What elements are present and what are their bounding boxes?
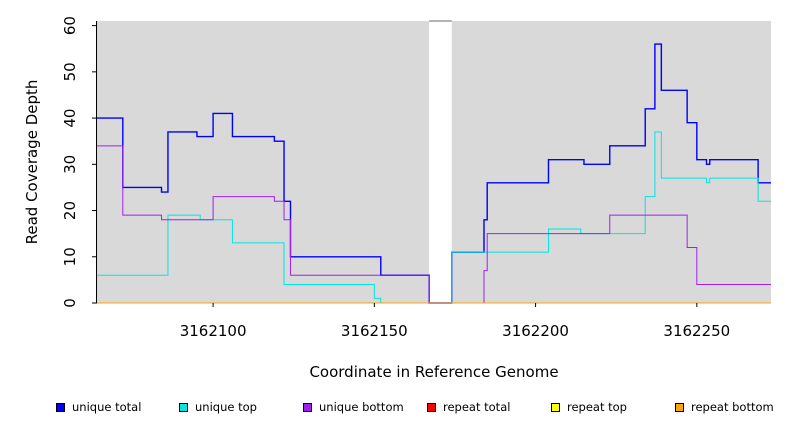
y-tick-label: 60 xyxy=(61,16,79,35)
legend-item-repeat-top: repeat top xyxy=(551,400,627,414)
x-tick-label: 3162200 xyxy=(502,322,569,340)
series-lines xyxy=(97,43,771,304)
legend-swatch xyxy=(675,402,684,412)
legend-swatch xyxy=(427,402,436,412)
legend-item-unique-total: unique total xyxy=(56,400,141,414)
legend: unique total unique top unique bottom repea… xyxy=(0,400,792,420)
series-line-unique-total xyxy=(97,43,771,304)
y-tick-label: 0 xyxy=(61,298,79,308)
series-line-unique-top xyxy=(97,131,771,304)
plot-background-right xyxy=(451,21,771,303)
legend-label: repeat bottom xyxy=(691,400,774,414)
x-tick-label: 3162100 xyxy=(180,322,247,340)
y-tick-label: 50 xyxy=(61,62,79,81)
x-tick-label: 3162250 xyxy=(663,322,730,340)
x-axis-title: Coordinate in Reference Genome xyxy=(309,363,558,381)
legend-swatch xyxy=(179,402,188,412)
plot-background-left xyxy=(97,21,430,303)
legend-label: unique total xyxy=(72,400,142,414)
y-tick-label: 20 xyxy=(61,201,79,220)
legend-item-repeat-total: repeat total xyxy=(427,400,510,414)
y-tick-label: 10 xyxy=(61,247,79,266)
legend-swatch xyxy=(56,402,65,412)
plot-background xyxy=(97,20,771,303)
y-tick-label: 30 xyxy=(61,155,79,174)
y-axis-title: Read Coverage Depth xyxy=(23,80,41,245)
legend-swatch xyxy=(303,402,312,412)
y-tick-label: 40 xyxy=(61,109,79,128)
legend-item-unique-bottom: unique bottom xyxy=(303,400,404,414)
x-tick-label: 3162150 xyxy=(341,322,408,340)
legend-item-unique-top: unique top xyxy=(179,400,257,414)
legend-item-repeat-bottom: repeat bottom xyxy=(675,400,774,414)
x-axis-ticks: 3162100 3162150 3162200 3162250 xyxy=(180,303,730,340)
legend-label: repeat total xyxy=(443,400,511,414)
legend-label: unique bottom xyxy=(319,400,404,414)
y-axis-ticks: 0 10 20 30 40 50 60 xyxy=(61,16,97,308)
legend-label: repeat top xyxy=(567,400,627,414)
series-line-unique-bottom xyxy=(97,145,771,304)
legend-swatch xyxy=(551,402,560,412)
legend-label: unique top xyxy=(195,400,257,414)
